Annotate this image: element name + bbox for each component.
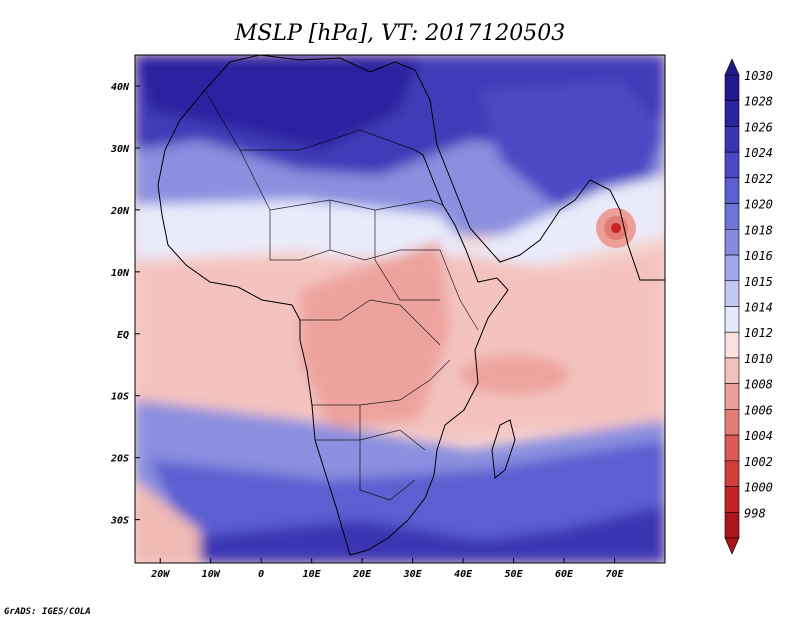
arabia-high — [480, 80, 665, 210]
colorbar-level-label: 1022 — [744, 172, 773, 186]
maghreb-high — [135, 55, 420, 150]
y-tick-label: 20S — [110, 454, 129, 465]
map-title: MSLP [hPa], VT: 2017120503 — [234, 21, 565, 46]
colorbar: 1030 1028 1026 1024 1022 1020 1018 1016 1015 1014… — [724, 58, 773, 555]
x-tick-label: 10E — [303, 569, 322, 580]
x-tick-label: 70E — [605, 569, 624, 580]
colorbar-level-label: 998 — [744, 506, 766, 520]
colorbar-level-label: 1020 — [744, 198, 773, 212]
plot-frame — [134, 54, 666, 564]
x-tick-label: 0 — [258, 569, 264, 580]
south-high-deep — [160, 505, 665, 563]
colorbar-level-label: 1000 — [744, 481, 773, 495]
india-coast — [589, 179, 665, 281]
colorbar-segment — [724, 254, 740, 282]
colorbar-level-label: 1004 — [744, 429, 773, 443]
africa-coastline — [157, 61, 509, 556]
x-tick-label: 30E — [403, 569, 423, 580]
colorbar-level-label: 1015 — [744, 275, 773, 289]
colorbar-level-label: 1014 — [744, 301, 773, 315]
colorbar-level-label: 1018 — [744, 223, 773, 237]
colorbar-level-label: 1012 — [744, 326, 773, 340]
x-tick-label: 10W — [202, 569, 221, 580]
colorbar-level-label: 1002 — [744, 455, 773, 469]
mediterranean-coast — [229, 55, 438, 146]
pressure-field — [135, 55, 665, 563]
y-tick-label: 30N — [110, 144, 130, 155]
y-tick-label: 10N — [111, 268, 130, 279]
central-africa-low — [300, 240, 450, 430]
colorbar-segment — [724, 126, 740, 153]
y-tick-label: 30S — [110, 516, 129, 527]
colorbar-level-label: 1016 — [744, 249, 773, 263]
south-atlantic-low — [135, 480, 200, 563]
madagascar — [491, 419, 516, 479]
colorbar-segment — [724, 486, 740, 513]
colorbar-segment — [724, 511, 740, 539]
colorbar-segment — [724, 280, 740, 307]
colorbar-arrow-top — [724, 58, 740, 76]
arabia-coast — [436, 144, 591, 263]
colorbar-level-label: 1006 — [744, 403, 773, 417]
colorbar-segment — [724, 203, 740, 230]
colorbar-segment — [724, 151, 740, 179]
transition-band — [135, 175, 665, 280]
x-tick-label: 40E — [454, 569, 473, 580]
colorbar-level-label: 1028 — [744, 95, 773, 109]
colorbar-arrow-bottom — [724, 537, 740, 555]
x-axis: 20W 10W 0 10E 20E 30E 40E 50E 60E 70E — [150, 558, 625, 580]
country-borders — [204, 89, 479, 501]
cyclone-core — [611, 223, 621, 233]
colorbar-segment — [724, 306, 740, 333]
x-tick-label: 20W — [150, 569, 170, 580]
colorbar-level-label: 1010 — [744, 352, 773, 366]
y-tick-label: 10S — [111, 392, 129, 403]
colorbar-segment — [724, 74, 740, 102]
colorbar-level-label: 1026 — [744, 120, 773, 134]
colorbar-segment — [724, 100, 740, 127]
colorbar-segment — [724, 409, 740, 436]
colorbar-segment — [724, 383, 740, 410]
colorbar-segment — [724, 229, 740, 256]
colorbar-level-label: 1008 — [744, 378, 773, 392]
colorbar-level-label: 1024 — [744, 146, 773, 160]
x-tick-label: 20E — [352, 569, 372, 580]
x-tick-label: 60E — [555, 569, 574, 580]
indian-ocean-low — [460, 355, 570, 395]
credit-label: GrADS: IGES/COLA — [4, 607, 91, 617]
y-tick-label: 40N — [111, 82, 130, 93]
coastlines — [157, 55, 665, 556]
colorbar-segment — [724, 357, 740, 384]
y-axis: 40N 30N 20N 10N EQ 10S 20S 30S — [110, 82, 140, 527]
y-tick-label: EQ — [117, 330, 129, 341]
colorbar-segment — [724, 177, 740, 204]
x-tick-label: 50E — [505, 569, 524, 580]
colorbar-segment — [724, 460, 740, 487]
colorbar-segment — [724, 434, 740, 462]
colorbar-level-label: 1030 — [744, 69, 773, 83]
y-tick-label: 20N — [110, 206, 130, 217]
colorbar-segment — [724, 331, 740, 359]
